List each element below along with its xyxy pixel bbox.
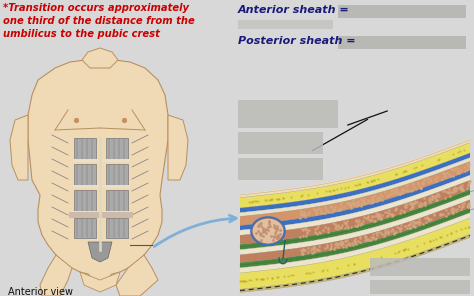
Polygon shape [240,207,470,268]
Polygon shape [240,200,470,263]
Text: *Transition occurs approximately
one third of the distance from the
umbilicus to: *Transition occurs approximately one thi… [3,3,195,38]
Polygon shape [116,255,158,296]
Polygon shape [240,170,470,230]
Polygon shape [28,60,168,285]
Text: Anterior view: Anterior view [8,287,73,296]
Text: Anterior sheath =: Anterior sheath = [238,5,350,15]
Polygon shape [168,115,188,180]
Polygon shape [240,161,470,226]
Polygon shape [69,212,133,218]
FancyBboxPatch shape [238,20,333,29]
Polygon shape [240,189,470,250]
FancyBboxPatch shape [338,5,466,18]
Polygon shape [240,175,470,235]
FancyBboxPatch shape [370,258,470,276]
Polygon shape [240,194,470,255]
Polygon shape [106,190,128,212]
Polygon shape [240,213,470,273]
FancyBboxPatch shape [238,158,323,180]
Polygon shape [240,157,470,216]
Polygon shape [240,234,470,292]
Polygon shape [106,218,128,238]
Ellipse shape [252,218,284,244]
Polygon shape [74,218,96,238]
Polygon shape [74,138,96,160]
Text: Posterior sheath =: Posterior sheath = [238,36,356,46]
Polygon shape [10,115,28,180]
Polygon shape [74,164,96,186]
FancyBboxPatch shape [338,36,466,49]
Polygon shape [106,164,128,186]
Polygon shape [106,138,128,160]
Polygon shape [80,272,120,292]
Polygon shape [88,242,112,262]
Polygon shape [82,48,118,68]
Polygon shape [40,255,72,296]
Polygon shape [240,218,470,289]
FancyBboxPatch shape [238,132,323,154]
FancyBboxPatch shape [238,100,338,128]
FancyBboxPatch shape [370,280,470,294]
Polygon shape [240,180,470,244]
Polygon shape [240,153,470,213]
Polygon shape [240,143,470,208]
Polygon shape [240,139,470,198]
Polygon shape [74,190,96,212]
